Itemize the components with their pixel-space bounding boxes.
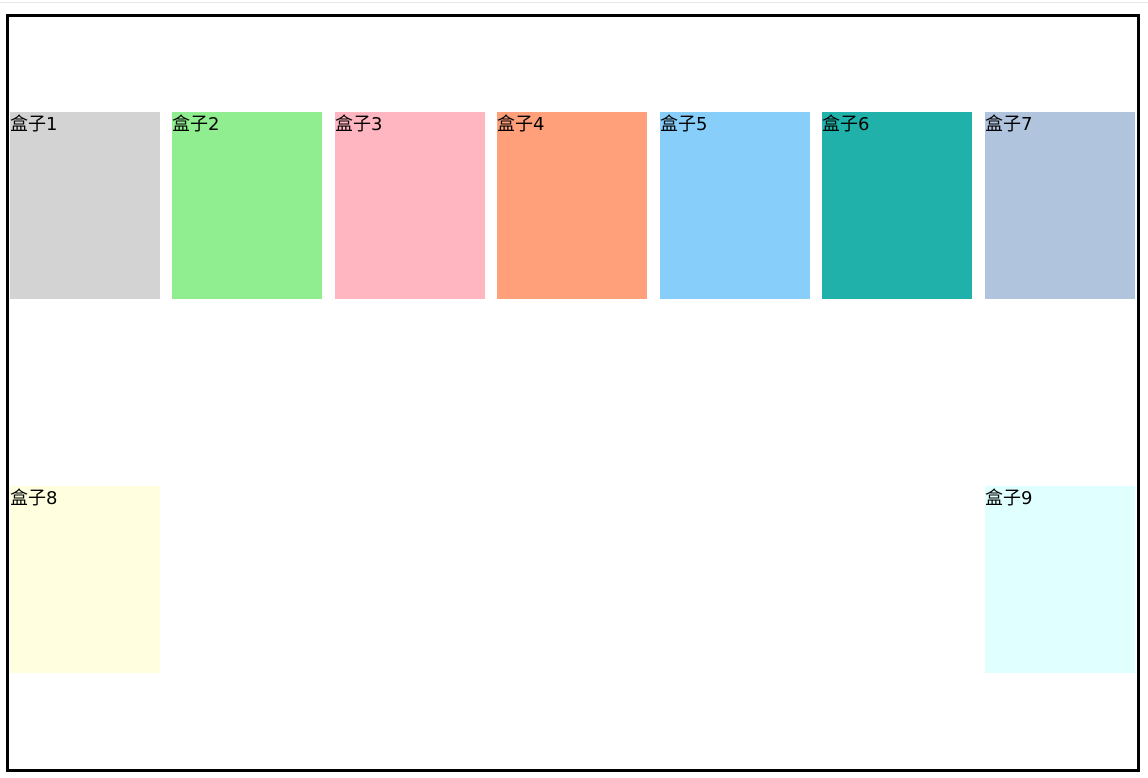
box-8: 盒子8 (10, 486, 160, 673)
box-4: 盒子4 (497, 112, 647, 299)
container-frame (6, 14, 1140, 772)
box-2-label: 盒子2 (172, 114, 220, 135)
box-9: 盒子9 (985, 486, 1135, 673)
box-7: 盒子7 (985, 112, 1135, 299)
box-5: 盒子5 (660, 112, 810, 299)
box-3: 盒子3 (335, 112, 485, 299)
box-8-label: 盒子8 (10, 488, 58, 509)
box-7-label: 盒子7 (985, 114, 1033, 135)
box-3-label: 盒子3 (335, 114, 383, 135)
box-1-label: 盒子1 (10, 114, 58, 135)
page-top-divider (0, 0, 1148, 3)
box-5-label: 盒子5 (660, 114, 708, 135)
box-9-label: 盒子9 (985, 488, 1033, 509)
box-2: 盒子2 (172, 112, 322, 299)
box-4-label: 盒子4 (497, 114, 545, 135)
box-6: 盒子6 (822, 112, 972, 299)
box-6-label: 盒子6 (822, 114, 870, 135)
box-1: 盒子1 (10, 112, 160, 299)
